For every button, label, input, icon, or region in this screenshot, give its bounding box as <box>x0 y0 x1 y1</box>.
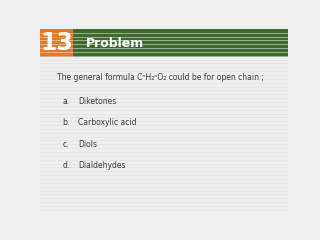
Text: c.: c. <box>62 140 69 149</box>
Text: Carboxylic acid: Carboxylic acid <box>78 118 137 127</box>
Text: The general formula CⁿH₂ⁿO₂ could be for open chain ;: The general formula CⁿH₂ⁿO₂ could be for… <box>57 73 264 82</box>
Text: a.: a. <box>62 97 69 106</box>
Text: b.: b. <box>62 118 69 127</box>
Text: d.: d. <box>62 161 69 170</box>
Bar <box>40 29 74 57</box>
Text: Dialdehydes: Dialdehydes <box>78 161 126 170</box>
Text: Diols: Diols <box>78 140 97 149</box>
Bar <box>74 29 288 57</box>
Text: Diketones: Diketones <box>78 97 117 106</box>
Text: Problem: Problem <box>86 37 144 50</box>
Text: 13: 13 <box>40 31 73 55</box>
Text: ·vasista: ·vasista <box>47 33 74 39</box>
